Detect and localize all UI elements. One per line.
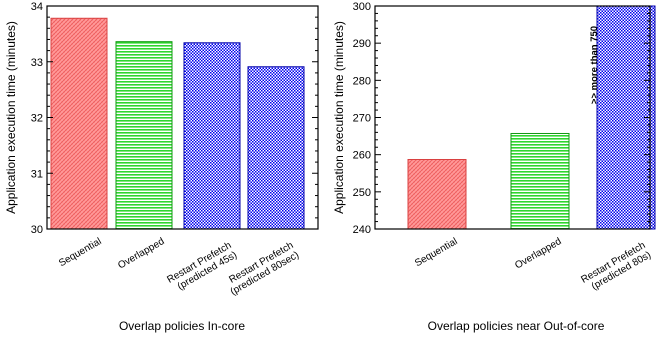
- bar-2: [510, 132, 570, 230]
- bar-3: [183, 42, 241, 230]
- x-category-label: Restart Prefetch(predicted 80sec): [223, 240, 301, 298]
- y-tick-label: 32: [31, 113, 43, 125]
- y-tick-label: 290: [353, 38, 371, 50]
- x-axis-label: Overlap policies In-core: [119, 319, 245, 333]
- bar-annotation: >> more than 750: [589, 26, 600, 104]
- x-category-label: Overlapped: [513, 236, 563, 271]
- bar-2: [115, 41, 173, 230]
- y-tick-label: 31: [31, 168, 43, 180]
- x-category-label: Restart Prefetch(predicted 45s): [165, 240, 239, 295]
- y-tick-label: 30: [31, 224, 43, 236]
- y-tick-label: 33: [31, 57, 43, 69]
- chart-near-out-of-core: 240 250 260 270 280 290 300 Application executi…: [332, 1, 656, 333]
- x-category-label: Restart Prefetch(predicted 80s): [579, 240, 653, 295]
- x-axis-label: Overlap policies near Out-of-core: [428, 319, 605, 333]
- y-tick-label: 300: [353, 1, 371, 13]
- x-category-label: Sequential: [57, 236, 103, 269]
- y-tick-label: 270: [353, 113, 371, 125]
- bar-4: [247, 66, 305, 230]
- chart-in-core: 30 31 32 33 34 Application execution time (mi…: [4, 1, 319, 333]
- x-category-label: Overlapped: [116, 236, 166, 271]
- y-axis-label: Application execution time (minutes): [4, 21, 18, 214]
- y-tick-label: 260: [353, 150, 371, 162]
- bar-1: [407, 158, 467, 230]
- bar-1: [50, 17, 108, 230]
- y-axis-label: Application execution time (minutes): [332, 21, 346, 214]
- x-category-label: Sequential: [413, 236, 459, 269]
- y-tick-label: 280: [353, 75, 371, 87]
- y-tick-label: 250: [353, 187, 371, 199]
- y-tick-label: 240: [353, 224, 371, 236]
- y-tick-label: 34: [31, 1, 43, 13]
